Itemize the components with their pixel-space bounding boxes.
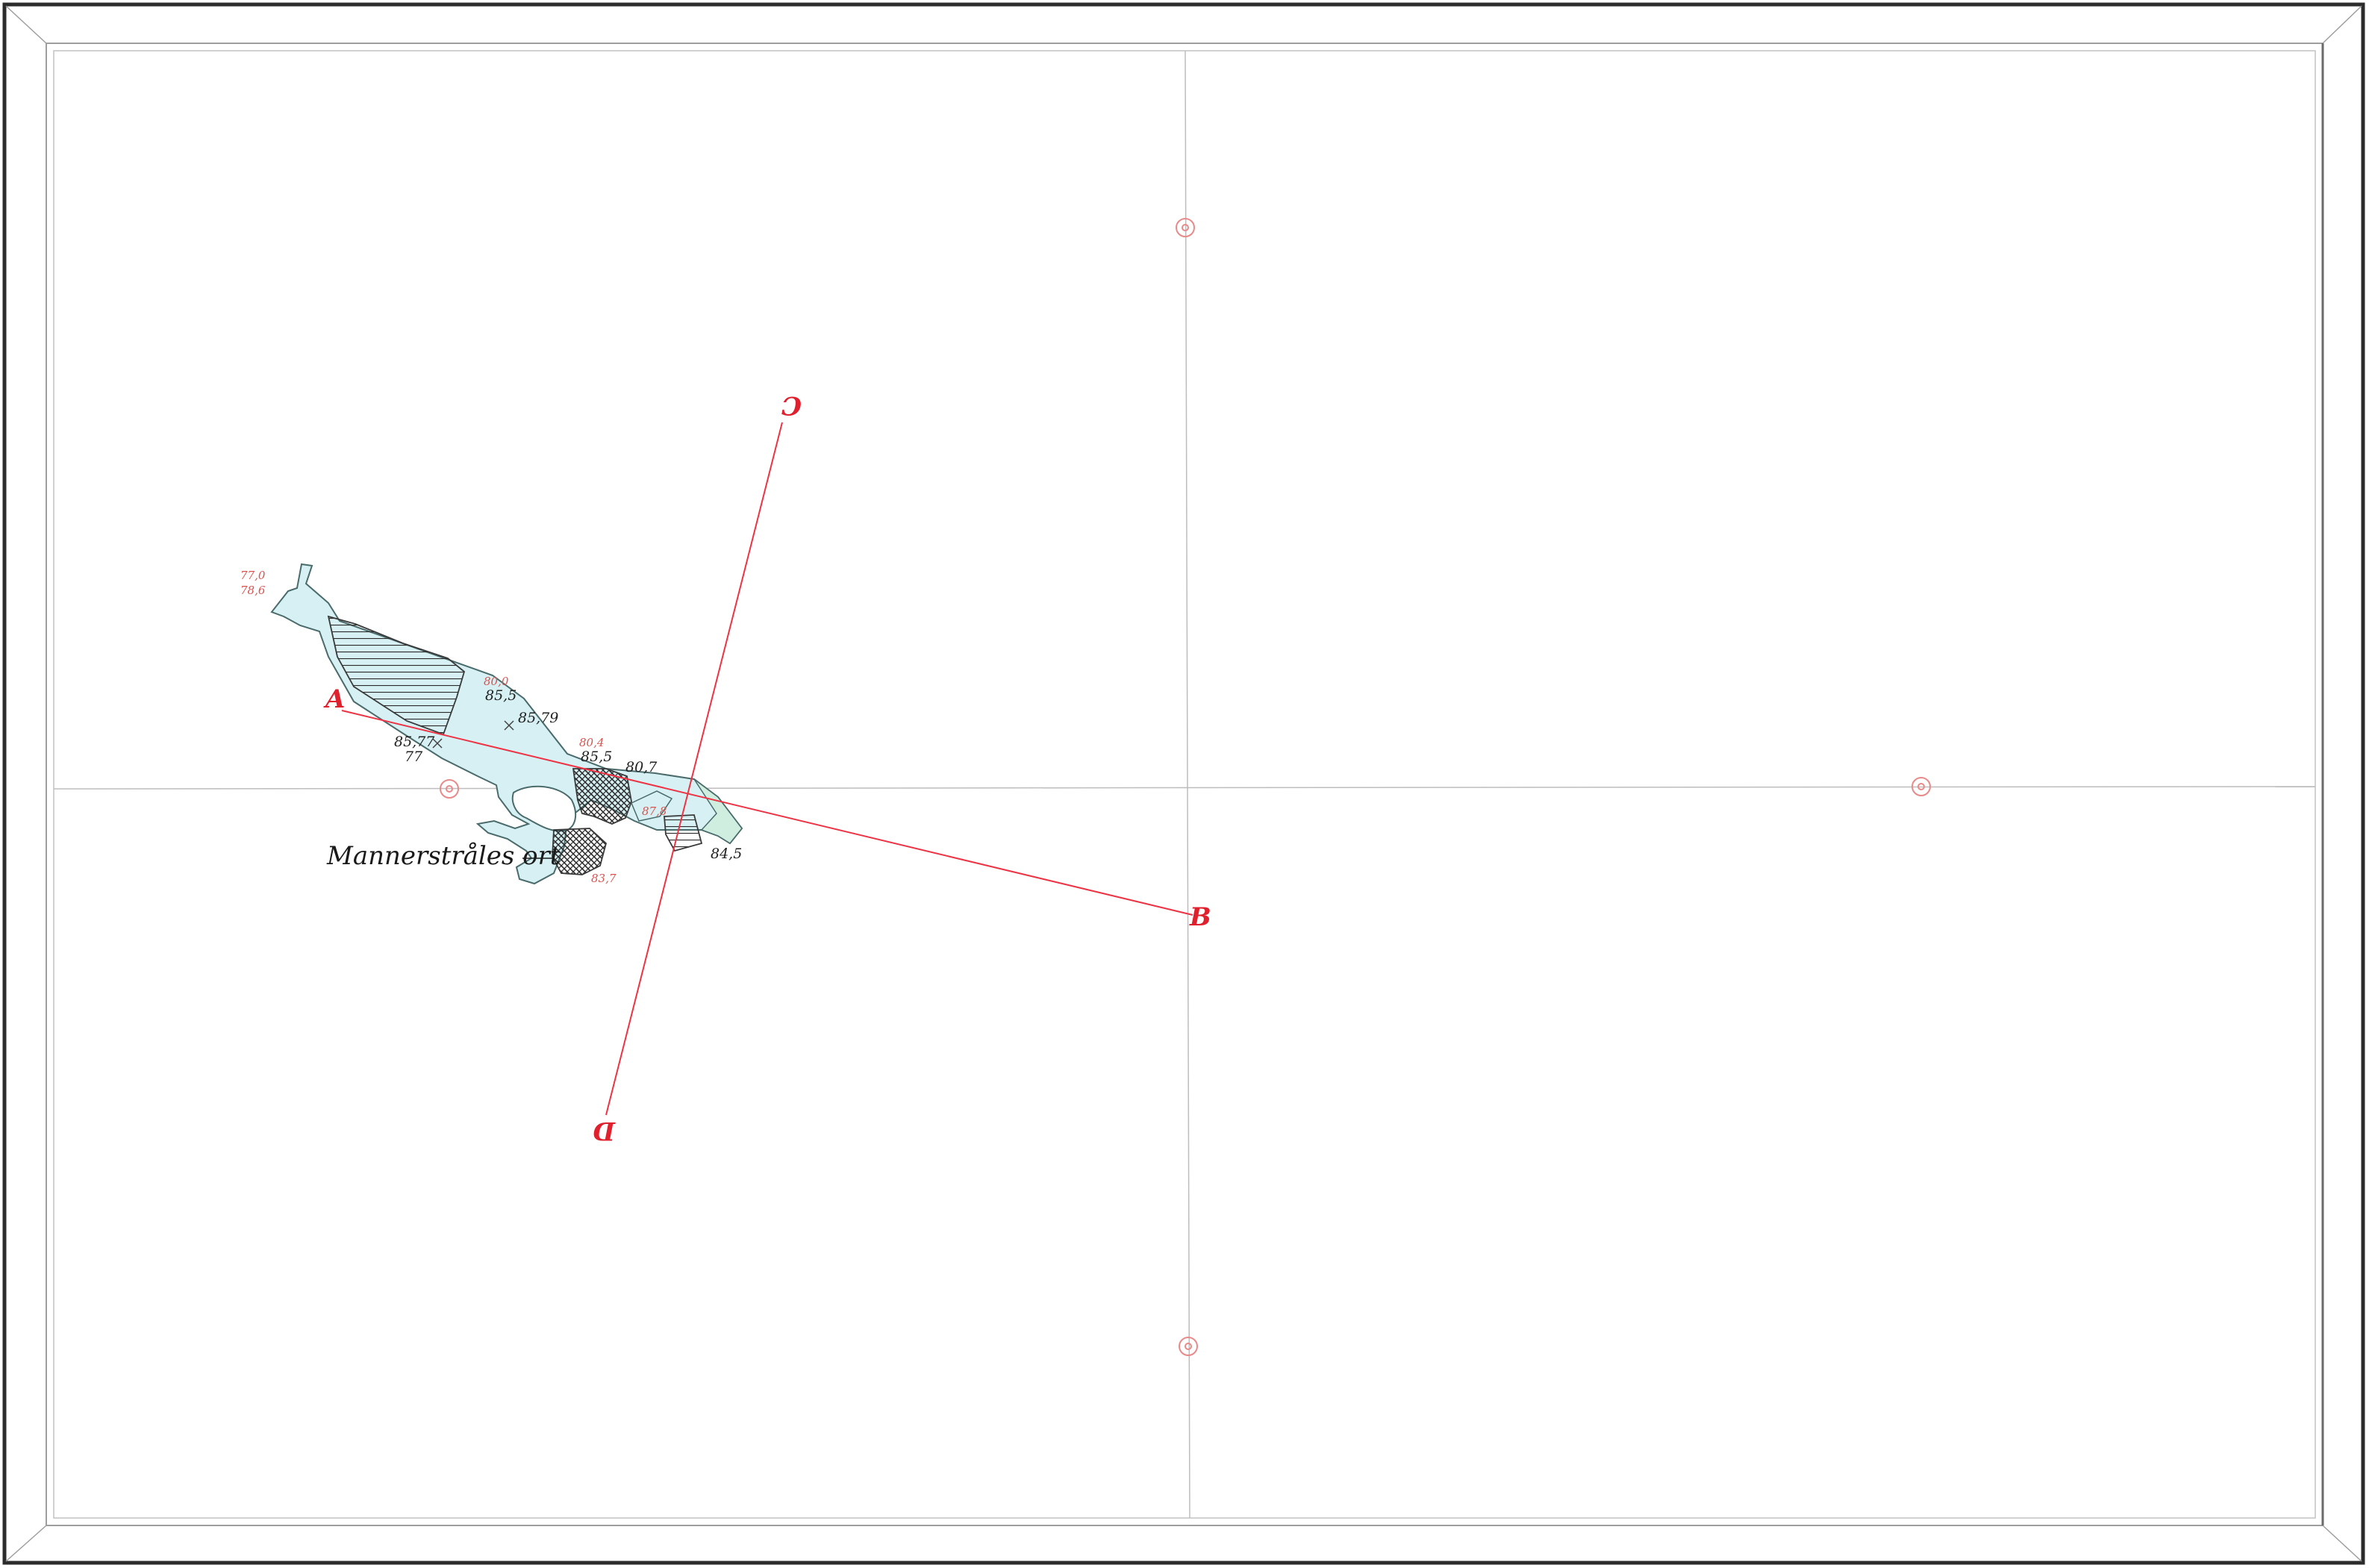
elevation-label: 87,8: [642, 805, 667, 818]
coordinate-grid: [53, 50, 2316, 1519]
section-label-c: C: [781, 390, 802, 420]
section-label-d: D: [593, 1116, 616, 1146]
place-name-label: Mannerstråles ort: [326, 841, 561, 871]
survey-markers: [440, 218, 1931, 1356]
grid-horizontal-line: [53, 786, 2316, 790]
elevation-label: 77: [405, 749, 423, 765]
elevation-label: 83,7: [591, 872, 617, 885]
section-lines: [341, 422, 1193, 1116]
elevation-label: 85,5: [581, 749, 612, 765]
section-line-cd: [605, 422, 783, 1116]
elevation-annotations: 77,0 78,6 80,0 85,5 85,79 80,4 85,5 80,7…: [240, 569, 742, 885]
hatched-stope: [327, 615, 466, 736]
survey-marker-icon: [1179, 1337, 1198, 1356]
survey-point-icon: [432, 738, 443, 749]
elevation-label: 85,77: [394, 734, 435, 750]
hatched-block: [664, 814, 703, 852]
elevation-label: 80,0: [484, 675, 509, 688]
survey-marker-icon: [1911, 777, 1931, 796]
elevation-label: 85,79: [518, 710, 558, 726]
section-label-b: B: [1189, 902, 1211, 932]
survey-marker-icon: [440, 779, 459, 799]
elevation-label: 84,5: [711, 846, 742, 862]
survey-point-icon: [504, 720, 514, 731]
elevation-label: 78,6: [240, 584, 266, 597]
crosshatched-stope: [572, 768, 632, 825]
elevation-label: 77,0: [240, 569, 266, 582]
crosshatched-stope-lower: [552, 828, 608, 875]
grid-vertical-line: [1184, 50, 1190, 1519]
survey-marker-icon: [1176, 218, 1195, 237]
elevation-label: 80,4: [579, 736, 604, 749]
elevation-label: 80,7: [625, 759, 658, 775]
mine-branch: [631, 790, 673, 822]
elevation-label: 85,5: [485, 687, 516, 704]
survey-points: [432, 720, 514, 749]
section-label-a: A: [323, 684, 345, 714]
section-line-ab: [341, 710, 1193, 916]
